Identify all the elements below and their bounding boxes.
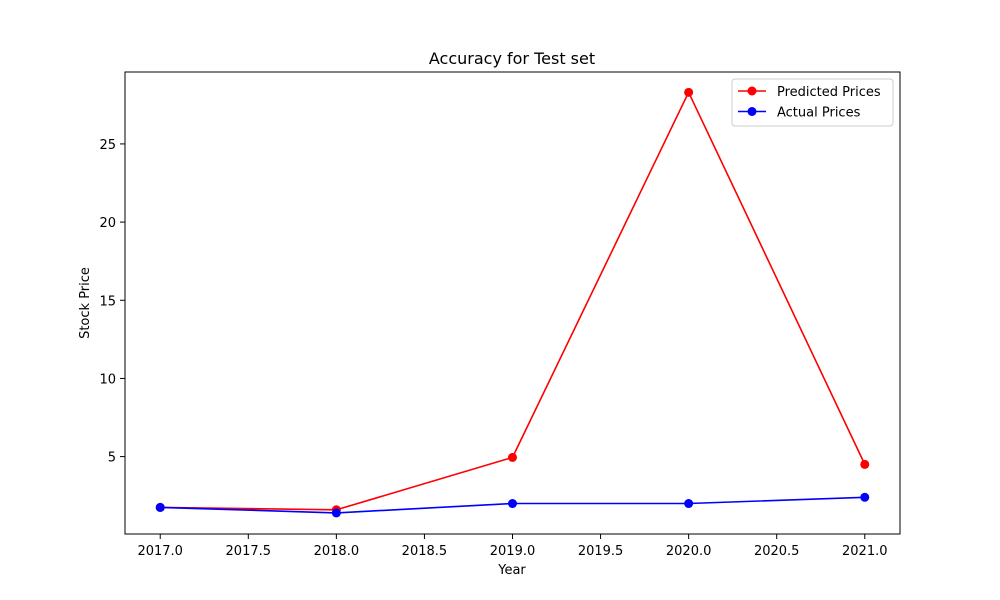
data-point	[508, 499, 517, 509]
data-point	[684, 87, 694, 97]
y-axis: 5 10 15 20 25	[99, 138, 125, 466]
data-point	[155, 502, 165, 512]
plot-area	[124, 71, 901, 535]
legend-label: Predicted Prices	[777, 85, 881, 100]
legend-frame	[731, 78, 894, 127]
data-point	[508, 452, 517, 462]
x-tick-label: 2021.0	[842, 544, 888, 559]
x-axis-label: Year	[497, 563, 526, 578]
x-tick-label: 2019.0	[490, 544, 536, 559]
series-layer	[155, 87, 870, 518]
legend-label: Actual Prices	[777, 106, 861, 121]
x-tick-label: 2017.0	[137, 544, 183, 559]
legend-marker	[747, 107, 757, 116]
plot-frame	[124, 71, 901, 535]
y-tick-label: 25	[99, 138, 116, 153]
data-point	[684, 499, 694, 509]
chart-title: Accuracy for Test set	[429, 49, 595, 68]
y-tick-label: 5	[108, 451, 116, 466]
y-tick-label: 15	[99, 294, 116, 309]
y-tick-label: 10	[99, 372, 116, 387]
x-tick-label: 2018.5	[402, 544, 448, 559]
x-tick-label: 2020.0	[666, 544, 712, 559]
x-axis: 2017.0 2017.5 2018.0 2018.5 2019.0 2019.5 2020…	[137, 534, 888, 559]
data-point	[860, 492, 870, 502]
legend: Predicted Prices Actual Prices	[731, 78, 894, 127]
legend-marker	[747, 86, 757, 96]
x-tick-label: 2017.5	[226, 544, 272, 559]
x-tick-label: 2020.5	[754, 544, 800, 559]
data-point	[860, 459, 870, 469]
y-axis-label: Stock Price	[78, 267, 93, 339]
x-tick-label: 2018.0	[314, 544, 360, 559]
y-tick-label: 20	[99, 216, 116, 231]
data-point	[331, 508, 341, 518]
x-tick-label: 2019.5	[578, 544, 624, 559]
series-line-0	[160, 90, 866, 511]
